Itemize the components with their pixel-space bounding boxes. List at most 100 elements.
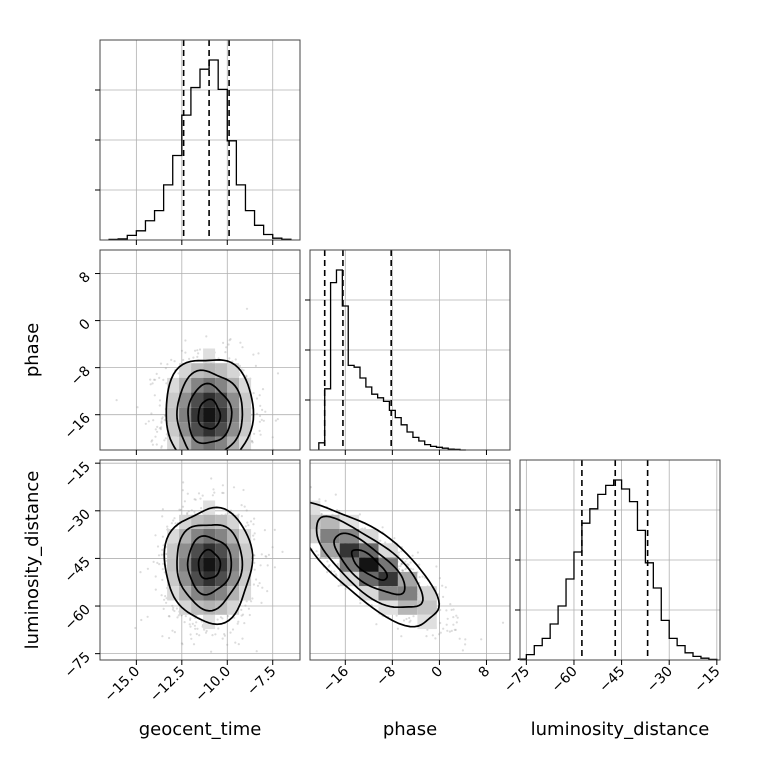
density-bin xyxy=(310,514,321,530)
sample-point xyxy=(149,383,152,386)
sample-point xyxy=(198,348,202,351)
sample-point xyxy=(181,505,185,508)
sample-point xyxy=(258,582,261,585)
sample-point xyxy=(431,634,434,637)
frame-geocent-time-vs-phase xyxy=(99,249,301,451)
sample-point xyxy=(456,616,459,619)
sample-point xyxy=(177,372,180,375)
density-bin xyxy=(203,514,216,530)
sample-point xyxy=(158,404,161,407)
sample-point xyxy=(192,643,196,646)
sample-point xyxy=(438,633,441,636)
sample-point xyxy=(181,489,184,492)
sample-point xyxy=(266,564,269,567)
contour-line xyxy=(176,524,244,612)
density-bin xyxy=(179,557,192,572)
sample-point xyxy=(151,382,154,385)
sample-point xyxy=(315,550,318,553)
sample-point xyxy=(186,511,189,515)
sample-point xyxy=(247,607,250,610)
sample-point xyxy=(258,429,261,432)
sample-point xyxy=(400,562,403,566)
density-bin xyxy=(310,500,321,515)
sample-point xyxy=(170,358,173,361)
sample-point xyxy=(381,526,384,529)
density-bin xyxy=(179,571,192,587)
sample-point xyxy=(162,562,165,566)
sample-point xyxy=(168,615,171,618)
sample-point xyxy=(134,626,137,630)
sample-point xyxy=(173,360,176,363)
density-bin xyxy=(378,571,398,587)
sample-point xyxy=(241,346,244,349)
sample-point xyxy=(238,364,241,367)
sample-point xyxy=(454,628,457,632)
sample-point xyxy=(161,578,164,582)
sample-point xyxy=(173,517,176,520)
density-bin xyxy=(191,377,204,393)
sample-point xyxy=(189,617,192,620)
sample-point xyxy=(239,341,242,344)
sample-point xyxy=(260,418,263,421)
density-bin xyxy=(227,586,240,601)
sample-point xyxy=(158,563,161,566)
sample-point xyxy=(165,601,168,604)
density-bin xyxy=(179,543,192,558)
sample-point xyxy=(253,561,256,565)
histogram-outline xyxy=(108,59,292,241)
sample-point xyxy=(234,641,237,644)
sample-point xyxy=(219,616,222,619)
sample-point xyxy=(166,363,169,366)
panel-luminosity-distance-histogram xyxy=(517,459,721,661)
x-axis-label-luminosity-distance: luminosity_distance xyxy=(531,719,710,740)
sample-point xyxy=(228,357,231,360)
density-bin xyxy=(179,377,192,393)
sample-point xyxy=(404,568,407,571)
sample-point xyxy=(160,445,163,448)
x-axis-label-geocent-time: geocent_time xyxy=(139,719,262,740)
sample-point xyxy=(408,616,411,620)
sample-point xyxy=(439,621,442,625)
density-bin xyxy=(310,529,321,544)
sample-point xyxy=(179,508,182,512)
sample-point xyxy=(259,433,262,436)
sample-point xyxy=(441,584,444,587)
sample-point xyxy=(464,643,467,646)
sample-point xyxy=(195,632,198,636)
histogram-phase xyxy=(318,250,466,451)
sample-point xyxy=(400,563,403,566)
sample-point xyxy=(164,367,167,370)
sample-point xyxy=(408,621,411,624)
sample-point xyxy=(246,521,249,524)
sample-point xyxy=(189,625,192,628)
density-bin xyxy=(191,586,204,601)
sample-point xyxy=(243,505,246,508)
sample-point xyxy=(164,595,167,598)
sample-point xyxy=(400,635,403,638)
contour-line xyxy=(197,398,222,430)
sample-point xyxy=(181,643,184,646)
sample-point xyxy=(393,537,396,540)
sample-point xyxy=(154,378,157,381)
sample-point xyxy=(401,557,404,561)
sample-point xyxy=(187,510,190,513)
sample-point xyxy=(335,574,338,577)
sample-point xyxy=(418,563,421,566)
density-bin xyxy=(167,407,180,423)
sample-point xyxy=(172,519,175,522)
sample-point xyxy=(276,418,279,421)
sample-point xyxy=(317,553,320,557)
sample-point xyxy=(212,488,215,491)
sample-point xyxy=(274,419,277,422)
sample-point xyxy=(480,638,483,641)
sample-point xyxy=(243,622,246,625)
sample-point xyxy=(358,513,361,516)
sample-point xyxy=(153,394,156,397)
sample-point xyxy=(229,631,232,634)
sample-point xyxy=(155,443,158,446)
sample-point xyxy=(446,617,449,620)
sample-point xyxy=(398,567,401,571)
sample-point xyxy=(363,527,367,530)
sample-point xyxy=(234,358,237,361)
sample-point xyxy=(164,437,167,440)
